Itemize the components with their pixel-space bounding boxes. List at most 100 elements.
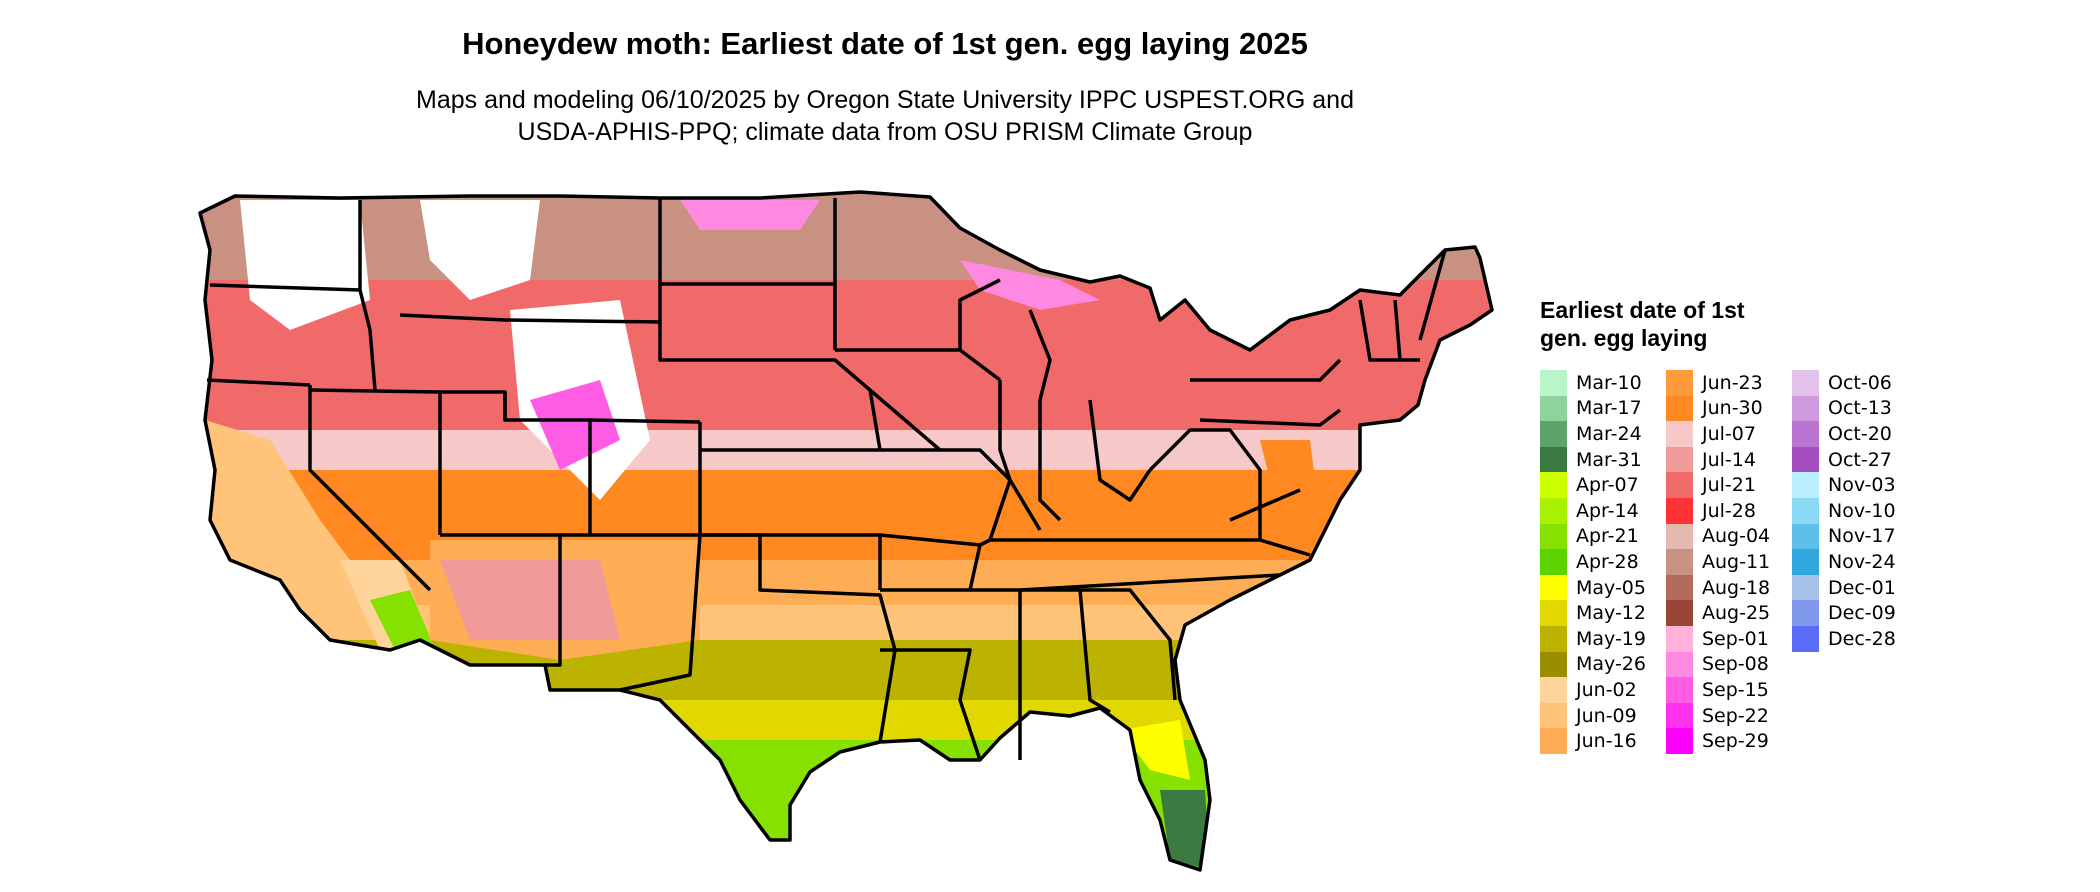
legend-item: Jun-16 bbox=[1540, 728, 1666, 754]
legend-item: Sep-29 bbox=[1666, 728, 1792, 754]
legend-swatch bbox=[1666, 523, 1693, 550]
map-title: Honeydew moth: Earliest date of 1st gen.… bbox=[462, 26, 1308, 61]
zone-band bbox=[200, 740, 1492, 870]
legend-item: May-12 bbox=[1540, 600, 1666, 626]
legend-label: Dec-28 bbox=[1828, 627, 1896, 650]
legend-item: Nov-03 bbox=[1792, 472, 1918, 498]
legend-swatch bbox=[1792, 421, 1819, 447]
legend-swatch bbox=[1792, 600, 1819, 626]
legend-item: Jun-30 bbox=[1666, 395, 1792, 422]
legend-swatch bbox=[1540, 523, 1567, 550]
legend-item: Sep-01 bbox=[1666, 625, 1792, 652]
legend-swatch bbox=[1540, 677, 1567, 703]
legend-item: Aug-25 bbox=[1666, 600, 1792, 626]
legend-column: Oct-06 Oct-13 Oct-20 Oct-27 Nov-03 Nov-10 Nov-… bbox=[1792, 370, 1918, 754]
legend-swatch bbox=[1792, 549, 1819, 575]
legend-item: Dec-01 bbox=[1792, 574, 1918, 601]
legend-swatch bbox=[1540, 370, 1567, 396]
state-line bbox=[880, 648, 982, 761]
legend-label: Apr-07 bbox=[1576, 474, 1639, 497]
legend-label: Oct-06 bbox=[1828, 371, 1892, 394]
subtitle-line-1: Maps and modeling 06/10/2025 by Oregon S… bbox=[416, 86, 1354, 114]
legend-item: Jul-21 bbox=[1666, 472, 1792, 498]
legend-label: Aug-25 bbox=[1702, 602, 1771, 625]
legend-item: Sep-08 bbox=[1666, 651, 1792, 678]
state-line bbox=[879, 533, 982, 592]
legend-swatch bbox=[1792, 625, 1819, 652]
legend-label: Sep-29 bbox=[1702, 730, 1769, 753]
legend-swatch bbox=[1540, 702, 1567, 729]
zone-patch bbox=[1160, 790, 1210, 870]
legend-item: Mar-31 bbox=[1540, 446, 1666, 473]
legend-item: Oct-13 bbox=[1792, 395, 1918, 422]
legend-label: Mar-17 bbox=[1576, 397, 1642, 420]
legend-item: Aug-04 bbox=[1666, 523, 1792, 550]
legend-item: Dec-09 bbox=[1792, 600, 1918, 626]
legend-swatch bbox=[1540, 728, 1567, 754]
legend-swatch bbox=[1666, 497, 1693, 524]
legend-swatch bbox=[1792, 472, 1819, 498]
zone-patch bbox=[530, 380, 620, 470]
state-line bbox=[358, 200, 377, 391]
state-line bbox=[698, 450, 882, 590]
legend-label: Nov-10 bbox=[1828, 499, 1896, 522]
zone-patch bbox=[680, 200, 820, 230]
legend-swatch bbox=[1540, 472, 1567, 498]
legend-item: Mar-17 bbox=[1540, 395, 1666, 422]
state-line bbox=[1358, 249, 1447, 362]
legend-label: May-19 bbox=[1576, 627, 1646, 650]
legend-columns: Mar-10 Mar-17 Mar-24 Mar-31 Apr-07 Apr-14 Apr-… bbox=[1540, 370, 1918, 754]
legend-label: Sep-15 bbox=[1702, 678, 1769, 701]
legend-label: Oct-27 bbox=[1828, 448, 1892, 471]
legend-swatch bbox=[1666, 549, 1693, 575]
legend-label: Dec-09 bbox=[1828, 602, 1896, 625]
legend-swatch bbox=[1792, 574, 1819, 601]
legend-label: Sep-22 bbox=[1702, 704, 1769, 727]
legend-swatch bbox=[1540, 600, 1567, 626]
legend-label: Jul-14 bbox=[1702, 448, 1756, 471]
legend-item: Jun-09 bbox=[1540, 702, 1666, 729]
legend-label: Mar-10 bbox=[1576, 371, 1642, 394]
state-line bbox=[206, 378, 311, 387]
legend-swatch bbox=[1540, 625, 1567, 652]
state-line bbox=[998, 380, 1152, 531]
legend-label: Oct-20 bbox=[1828, 422, 1892, 445]
legend-swatch bbox=[1792, 370, 1819, 396]
legend-item: Jul-07 bbox=[1666, 421, 1792, 447]
legend-swatch bbox=[1666, 472, 1693, 498]
legend-label: Aug-04 bbox=[1702, 525, 1771, 548]
legend-label: Sep-01 bbox=[1702, 627, 1769, 650]
legend-label: Jun-09 bbox=[1576, 704, 1637, 727]
legend-label: Jul-07 bbox=[1702, 422, 1756, 445]
legend-swatch bbox=[1540, 395, 1567, 422]
legend-label: Jun-23 bbox=[1702, 371, 1763, 394]
legend-label: Sep-08 bbox=[1702, 653, 1769, 676]
state-line bbox=[1148, 428, 1301, 540]
state-line bbox=[209, 283, 361, 292]
legend-item: Jun-23 bbox=[1666, 370, 1792, 396]
legend-label: Nov-17 bbox=[1828, 525, 1896, 548]
legend-item: Sep-22 bbox=[1666, 702, 1792, 729]
legend-label: Jun-30 bbox=[1702, 397, 1763, 420]
legend-swatch bbox=[1540, 574, 1567, 601]
state-line bbox=[958, 278, 1052, 401]
legend-item: May-19 bbox=[1540, 625, 1666, 652]
legend-item: Jun-02 bbox=[1540, 677, 1666, 703]
legend-label: May-05 bbox=[1576, 576, 1646, 599]
legend-label: Aug-11 bbox=[1702, 550, 1771, 573]
legend-swatch bbox=[1792, 395, 1819, 422]
state-line bbox=[503, 392, 701, 424]
legend-swatch bbox=[1666, 574, 1693, 601]
legend-label: Nov-24 bbox=[1828, 550, 1896, 573]
legend-swatch bbox=[1540, 497, 1567, 524]
legend-item: Apr-21 bbox=[1540, 523, 1666, 550]
legend-swatch bbox=[1792, 523, 1819, 550]
legend-item: Nov-10 bbox=[1792, 497, 1918, 524]
legend-item: Jul-14 bbox=[1666, 446, 1792, 473]
legend-item: Mar-24 bbox=[1540, 421, 1666, 447]
legend-label: Oct-13 bbox=[1828, 397, 1892, 420]
state-line bbox=[399, 313, 661, 324]
legend-swatch bbox=[1540, 421, 1567, 447]
zone-patch bbox=[440, 560, 620, 640]
legend-column: Jun-23 Jun-30 Jul-07 Jul-14 Jul-21 Jul-28 Aug-… bbox=[1666, 370, 1792, 754]
